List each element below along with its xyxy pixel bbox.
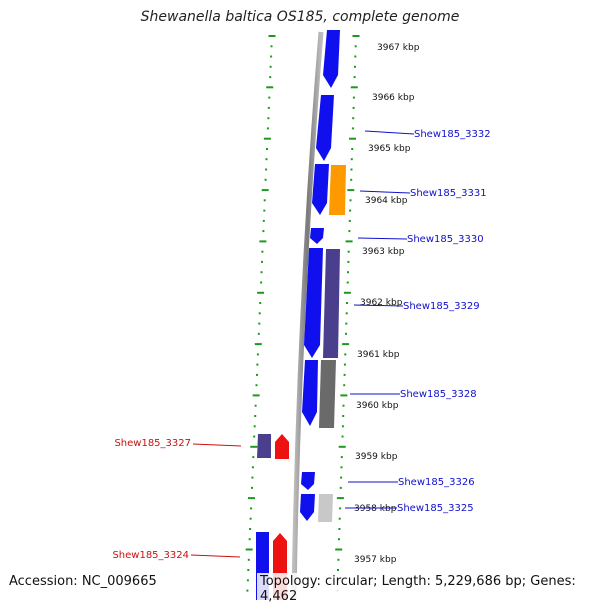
gene-label[interactable]: Shew185_3325 bbox=[397, 503, 474, 514]
gene-label[interactable]: Shew185_3332 bbox=[414, 129, 491, 140]
gene-features bbox=[256, 30, 346, 600]
genome-backbone bbox=[291, 31, 324, 600]
kbp-label: 3965 kbp bbox=[368, 144, 411, 154]
gene-label[interactable]: Shew185_3326 bbox=[398, 477, 475, 488]
kbp-label: 3964 kbp bbox=[365, 196, 408, 206]
gene-label[interactable]: Shew185_3329 bbox=[403, 301, 480, 312]
kbp-label: 3957 kbp bbox=[354, 555, 397, 565]
kbp-label: 3961 kbp bbox=[357, 350, 400, 360]
gene-forward-top bbox=[323, 30, 340, 88]
gene-label[interactable]: Shew185_3327 bbox=[114, 438, 191, 449]
gene-labels-left: Shew185_3327 Shew185_3324 bbox=[112, 438, 242, 561]
gene-shew185-3325-homolog bbox=[318, 494, 333, 522]
gene-shew185-3328-homolog bbox=[319, 360, 336, 428]
kbp-label: 3958 kbp bbox=[354, 504, 397, 514]
gene-shew185-3325 bbox=[300, 494, 315, 521]
gene-shew185-3328 bbox=[302, 360, 318, 426]
gene-shew185-3332 bbox=[316, 95, 334, 161]
kbp-label: 3966 kbp bbox=[372, 93, 415, 103]
kbp-scale: 3967 kbp 3966 kbp 3965 kbp 3964 kbp 3963… bbox=[354, 43, 420, 565]
tick-rails bbox=[245, 35, 360, 592]
gene-label[interactable]: Shew185_3331 bbox=[410, 188, 487, 199]
gene-label[interactable]: Shew185_3330 bbox=[407, 234, 484, 245]
kbp-label: 3960 kbp bbox=[356, 401, 399, 411]
gene-shew185-3329-homolog bbox=[323, 249, 340, 358]
gene-shew185-3326 bbox=[301, 472, 315, 490]
kbp-label: 3959 kbp bbox=[355, 452, 398, 462]
gene-shew185-3330 bbox=[310, 228, 324, 244]
genome-summary: Topology: circular; Length: 5,229,686 bp… bbox=[257, 573, 600, 605]
gene-shew185-3327 bbox=[275, 434, 289, 459]
gene-labels-right: Shew185_3332 Shew185_3331 Shew185_3330 S… bbox=[345, 129, 491, 514]
kbp-label: 3967 kbp bbox=[377, 43, 420, 53]
gene-shew185-3331-highlight bbox=[329, 165, 346, 215]
gene-label[interactable]: Shew185_3328 bbox=[400, 389, 477, 400]
gene-shew185-3327-homolog bbox=[257, 434, 271, 458]
gene-forward-3331 bbox=[312, 164, 329, 215]
kbp-label: 3962 kbp bbox=[360, 298, 403, 308]
gene-shew185-3329 bbox=[304, 248, 323, 358]
kbp-label: 3963 kbp bbox=[362, 247, 405, 257]
accession-label: Accession: NC_009665 bbox=[9, 574, 157, 589]
map-title: Shewanella baltica OS185, complete genom… bbox=[140, 9, 460, 25]
gene-label[interactable]: Shew185_3324 bbox=[112, 550, 189, 561]
